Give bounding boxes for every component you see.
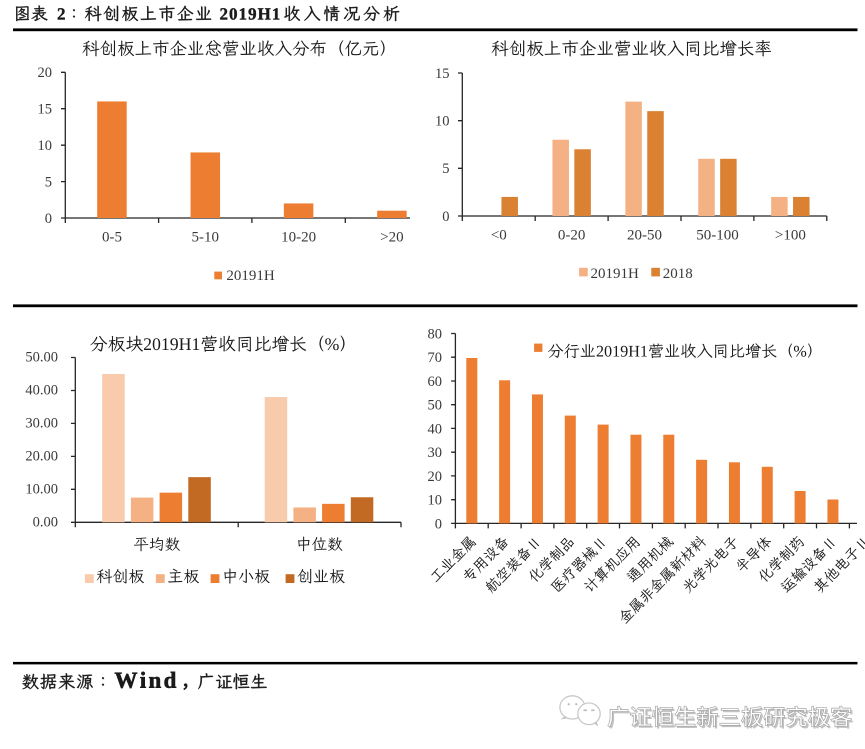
svg-text:0: 0 (45, 211, 52, 227)
svg-text:15: 15 (435, 66, 450, 82)
svg-text:<0: <0 (491, 227, 507, 243)
svg-text:0: 0 (442, 209, 449, 225)
svg-text:5: 5 (442, 161, 449, 177)
svg-text:50: 50 (428, 398, 443, 414)
svg-text:50.00: 50.00 (25, 350, 58, 366)
svg-text:20: 20 (428, 469, 443, 485)
svg-text:10: 10 (428, 493, 443, 509)
svg-text:15: 15 (38, 102, 53, 118)
svg-text:0: 0 (435, 516, 442, 532)
svg-text:0-20: 0-20 (558, 227, 586, 243)
svg-text:10-20: 10-20 (281, 230, 316, 246)
svg-text:40: 40 (428, 421, 443, 437)
svg-text:20191H: 20191H (226, 268, 275, 284)
svg-text:20.00: 20.00 (25, 448, 58, 464)
svg-text:20191H: 20191H (591, 266, 640, 282)
svg-text:>20: >20 (380, 230, 403, 246)
svg-text:5: 5 (45, 174, 52, 190)
svg-text:0.00: 0.00 (33, 514, 58, 530)
svg-text:50-100: 50-100 (696, 227, 739, 243)
svg-text:30: 30 (428, 445, 443, 461)
svg-text:20-50: 20-50 (627, 227, 662, 243)
svg-text:10.00: 10.00 (25, 481, 58, 497)
svg-text:80: 80 (428, 327, 443, 343)
svg-text:20: 20 (38, 65, 53, 81)
svg-text:60: 60 (428, 374, 443, 390)
svg-text:>100: >100 (775, 227, 806, 243)
svg-text:5-10: 5-10 (192, 230, 220, 246)
svg-text:10: 10 (38, 138, 53, 154)
svg-text:0-5: 0-5 (102, 230, 122, 246)
svg-text:30.00: 30.00 (25, 415, 58, 431)
svg-text:10: 10 (435, 114, 450, 130)
svg-text:70: 70 (428, 350, 443, 366)
svg-text:2018: 2018 (663, 266, 693, 282)
svg-text:40.00: 40.00 (25, 383, 58, 399)
